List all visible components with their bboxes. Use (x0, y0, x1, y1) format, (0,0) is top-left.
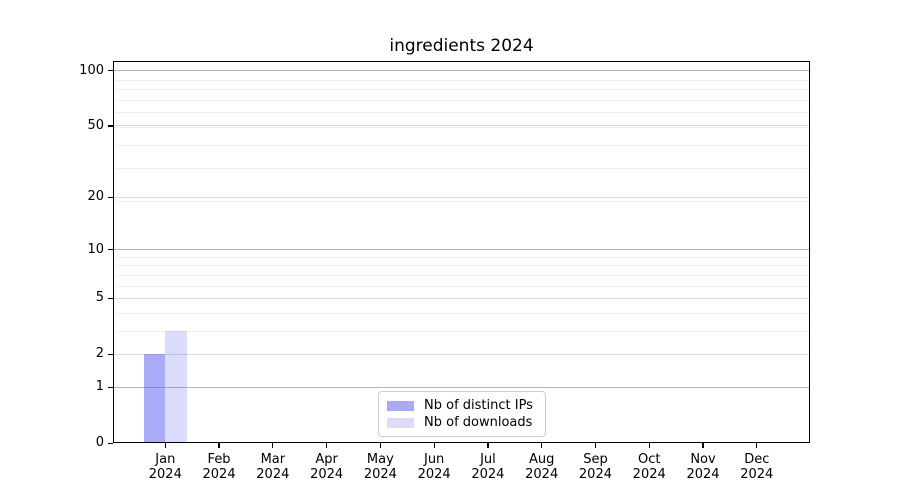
y-axis-tick-label: 0 (95, 435, 104, 450)
x-tick-apr (326, 443, 328, 448)
gridline-minor (114, 265, 809, 267)
y-axis-tick-label: 2 (95, 346, 104, 362)
legend-item-downloads: Nb of downloads (387, 414, 537, 431)
x-axis-tick-label: Jul 2024 (456, 452, 520, 482)
y-tick-1 (108, 386, 113, 388)
gridline-minor (114, 200, 809, 202)
legend-swatch-distinct-ips (387, 400, 414, 411)
y-tick-100 (108, 70, 113, 72)
y-tick-2 (108, 353, 113, 356)
x-axis-tick-label: Aug 2024 (510, 452, 574, 482)
bar-distinct-ips-jan-2024 (143, 354, 166, 442)
gridline-minor (114, 256, 809, 258)
y-axis-tick-label: 20 (87, 189, 104, 205)
gridline-minor (114, 330, 809, 332)
x-tick-oct (648, 443, 650, 448)
x-tick-jul (487, 443, 489, 448)
x-tick-jan (164, 443, 166, 448)
legend-label-downloads: Nb of downloads (424, 415, 533, 430)
gridline-minor (114, 144, 809, 146)
gridline-minor (114, 79, 809, 81)
gridline-y-50 (114, 125, 809, 127)
x-axis-tick-label: Feb 2024 (187, 452, 251, 482)
x-tick-nov (702, 443, 704, 448)
bar-downloads-jan-2024 (165, 331, 187, 442)
year-label: 2024 (632, 467, 666, 482)
year-label: 2024 (471, 467, 505, 482)
y-tick-20 (108, 196, 113, 199)
gridline-minor (114, 89, 809, 91)
month-label: Oct (637, 452, 661, 467)
gridline-y-5 (114, 297, 809, 299)
gridline-y-2 (114, 353, 809, 355)
year-label: 2024 (686, 467, 720, 482)
x-axis-tick-label: Mar 2024 (241, 452, 305, 482)
legend: Nb of distinct IPs Nb of downloads (378, 391, 546, 437)
x-tick-sep (594, 443, 597, 448)
month-label: Sep (583, 452, 608, 467)
gridline-minor (114, 112, 809, 114)
chart-title: ingredients 2024 (389, 36, 534, 56)
x-axis-tick-label: Apr 2024 (295, 452, 359, 482)
legend-label-distinct-ips: Nb of distinct IPs (424, 398, 533, 413)
x-tick-aug (541, 443, 543, 448)
month-label: Apr (315, 452, 338, 467)
y-axis-tick-label: 10 (87, 241, 104, 257)
y-axis-tick-label: 5 (95, 290, 104, 306)
x-axis-tick-label: Oct 2024 (617, 452, 681, 482)
x-axis-tick-label: Jun 2024 (402, 452, 466, 482)
x-tick-mar (272, 443, 274, 448)
month-label: Jul (480, 452, 496, 467)
y-tick-10 (108, 249, 113, 251)
gridline-y-10 (114, 249, 809, 251)
year-label: 2024 (578, 467, 612, 482)
year-label: 2024 (417, 467, 451, 482)
month-label: Jun (423, 452, 445, 467)
x-axis-tick-label: Dec 2024 (725, 452, 789, 482)
y-tick-50 (108, 125, 113, 127)
legend-swatch-downloads (387, 417, 414, 428)
x-tick-feb (218, 443, 220, 448)
legend-item-distinct-ips: Nb of distinct IPs (387, 397, 537, 414)
y-tick-5 (108, 297, 113, 300)
year-label: 2024 (310, 467, 344, 482)
x-axis-tick-label: Jan 2024 (133, 452, 197, 482)
x-tick-jun (433, 443, 435, 448)
year-label: 2024 (525, 467, 559, 482)
y-tick-0 (108, 442, 113, 444)
gridline-y-100 (114, 70, 809, 72)
month-label: Nov (690, 452, 716, 467)
year-label: 2024 (148, 467, 182, 482)
year-label: 2024 (256, 467, 290, 482)
month-label: Feb (207, 452, 231, 467)
y-axis-tick-label: 1 (95, 379, 104, 395)
month-label: Mar (260, 452, 286, 467)
x-axis-tick-label: May 2024 (348, 452, 412, 482)
gridline-minor (114, 127, 809, 128)
y-axis-tick-label: 100 (79, 62, 104, 78)
gridline-y-1 (114, 386, 809, 388)
gridline-minor (114, 285, 809, 287)
month-label: Jan (155, 452, 176, 467)
x-tick-may (379, 443, 381, 448)
gridline-y-20 (114, 196, 809, 198)
x-axis-tick-label: Nov 2024 (671, 452, 735, 482)
year-label: 2024 (202, 467, 236, 482)
year-label: 2024 (363, 467, 397, 482)
year-label: 2024 (740, 467, 774, 482)
x-axis-tick-label: Sep 2024 (563, 452, 627, 482)
gridline-minor (114, 99, 809, 101)
gridline-minor (114, 312, 809, 314)
y-axis-tick-label: 50 (87, 117, 104, 133)
month-label: Dec (744, 452, 770, 467)
gridline-minor (114, 274, 809, 276)
month-label: May (366, 452, 394, 467)
gridline-minor (114, 168, 809, 170)
month-label: Aug (528, 452, 555, 467)
x-tick-dec (756, 443, 758, 448)
